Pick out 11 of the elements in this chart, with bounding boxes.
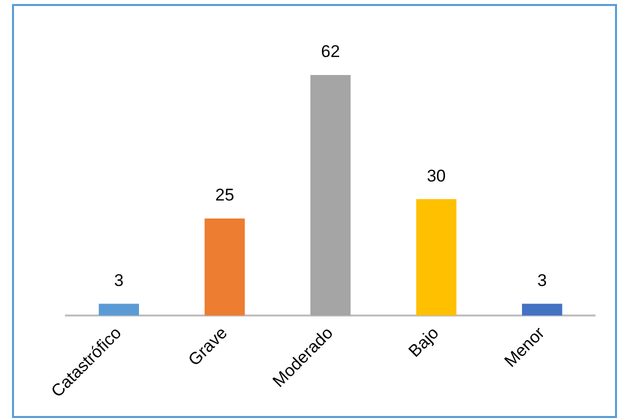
bar bbox=[98, 304, 139, 316]
bar bbox=[416, 199, 456, 316]
data-label: 25 bbox=[215, 186, 234, 205]
data-label: 30 bbox=[426, 166, 446, 186]
x-tick-label: Bajo bbox=[404, 323, 442, 361]
bar bbox=[522, 304, 562, 316]
bar bbox=[310, 75, 351, 316]
data-label: 62 bbox=[321, 42, 340, 62]
data-label: 3 bbox=[114, 270, 124, 290]
data-label: 3 bbox=[537, 270, 547, 290]
bar bbox=[204, 218, 245, 316]
